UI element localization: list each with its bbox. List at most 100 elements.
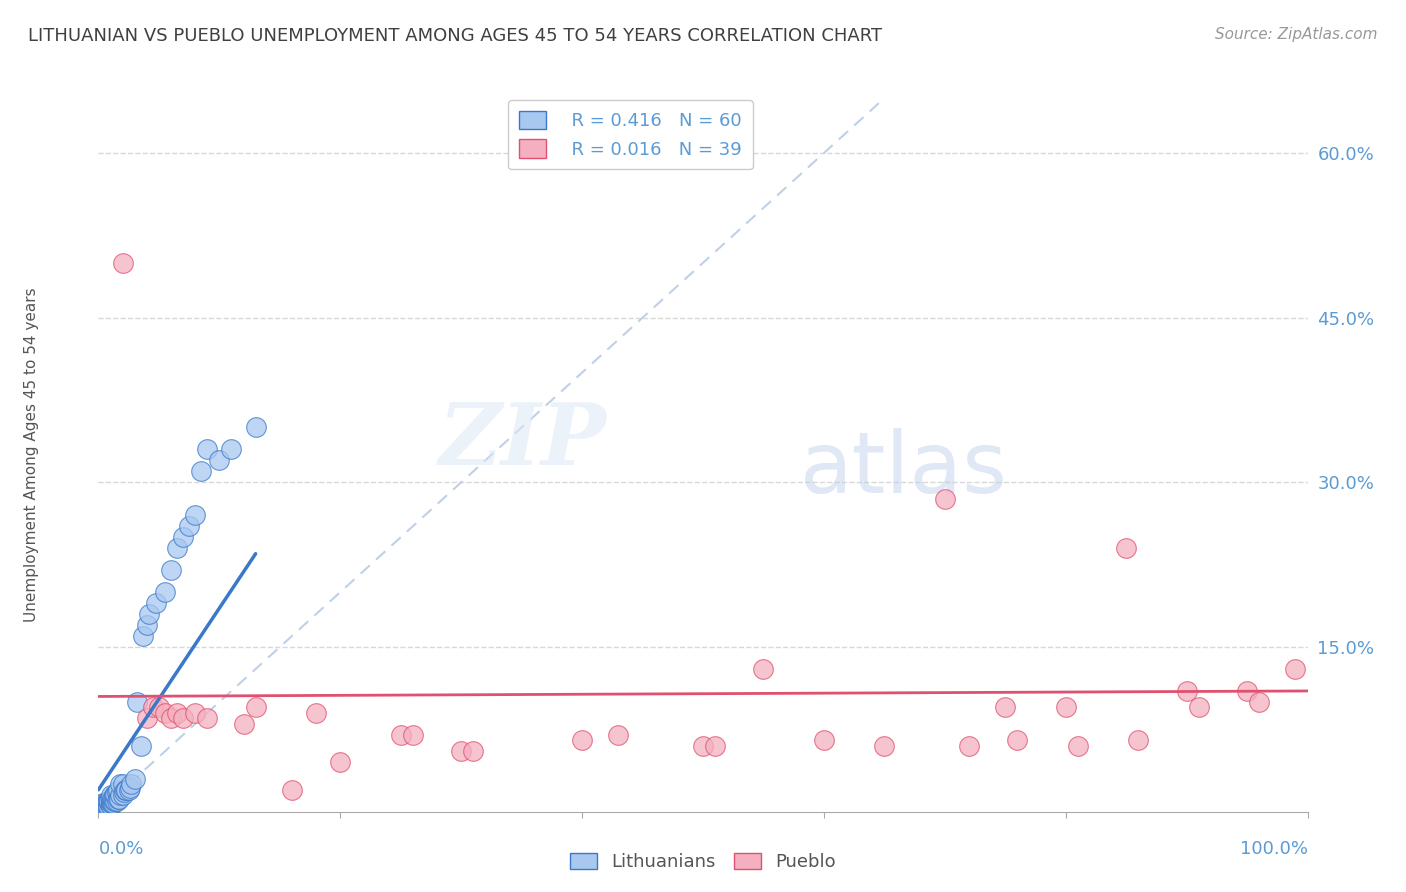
Point <box>100 796 122 810</box>
Point <box>813 733 835 747</box>
Point <box>160 711 183 725</box>
Point <box>172 711 194 725</box>
Point <box>118 780 141 795</box>
Point <box>245 700 267 714</box>
Point <box>100 796 122 810</box>
Point <box>692 739 714 753</box>
Point <box>138 607 160 621</box>
Point <box>100 799 122 814</box>
Point <box>153 585 176 599</box>
Point <box>129 739 152 753</box>
Point <box>135 618 157 632</box>
Point <box>100 791 122 805</box>
Point <box>91 796 114 810</box>
Point <box>111 789 134 803</box>
Point <box>329 756 352 770</box>
Text: 100.0%: 100.0% <box>1240 840 1308 858</box>
Text: Unemployment Among Ages 45 to 54 years: Unemployment Among Ages 45 to 54 years <box>24 287 39 623</box>
Point <box>1188 700 1211 714</box>
Point <box>148 700 170 714</box>
Point <box>98 794 121 808</box>
Text: LITHUANIAN VS PUEBLO UNEMPLOYMENT AMONG AGES 45 TO 54 YEARS CORRELATION CHART: LITHUANIAN VS PUEBLO UNEMPLOYMENT AMONG … <box>28 27 882 45</box>
Point <box>103 789 125 803</box>
Point <box>232 717 254 731</box>
Point <box>172 530 194 544</box>
Point <box>97 799 120 814</box>
Point <box>124 772 146 786</box>
Point <box>1115 541 1137 556</box>
Point <box>607 728 630 742</box>
Point <box>166 541 188 556</box>
Text: atlas: atlas <box>800 427 1008 511</box>
Point <box>108 777 131 791</box>
Point <box>100 794 122 808</box>
Point <box>94 799 117 814</box>
Point <box>98 796 121 810</box>
Point <box>107 791 129 805</box>
Text: 0.0%: 0.0% <box>98 840 143 858</box>
Point <box>90 799 112 814</box>
Text: Source: ZipAtlas.com: Source: ZipAtlas.com <box>1215 27 1378 42</box>
Point <box>111 256 134 270</box>
Point <box>305 706 328 720</box>
Point <box>957 739 980 753</box>
Point <box>93 796 115 810</box>
Point <box>221 442 243 457</box>
Point <box>94 796 117 810</box>
Point <box>104 789 127 803</box>
Point <box>112 785 135 799</box>
Point <box>752 662 775 676</box>
Point <box>184 706 207 720</box>
Point <box>934 491 956 506</box>
Point <box>994 700 1017 714</box>
Point <box>103 794 125 808</box>
Point <box>389 728 412 742</box>
Point <box>1236 684 1258 698</box>
Point <box>704 739 727 753</box>
Point <box>97 794 120 808</box>
Point <box>463 744 485 758</box>
Point <box>96 799 118 814</box>
Point <box>245 420 267 434</box>
Point <box>1284 662 1306 676</box>
Point <box>571 733 593 747</box>
Point <box>91 799 114 814</box>
Text: ZIP: ZIP <box>439 399 606 483</box>
Point <box>208 453 231 467</box>
Point <box>101 791 124 805</box>
Point <box>1175 684 1198 698</box>
Point <box>153 706 176 720</box>
Point <box>107 782 129 797</box>
Point <box>1249 695 1271 709</box>
Point <box>111 777 134 791</box>
Point <box>1054 700 1077 714</box>
Point <box>450 744 472 758</box>
Point <box>195 711 218 725</box>
Point <box>190 464 212 478</box>
Point <box>100 789 122 803</box>
Point <box>179 519 201 533</box>
Point <box>1067 739 1090 753</box>
Point <box>108 791 131 805</box>
Point <box>184 508 207 523</box>
Point <box>100 791 122 805</box>
Point <box>160 563 183 577</box>
Point <box>91 799 114 814</box>
Point <box>132 629 155 643</box>
Legend:   R = 0.416   N = 60,   R = 0.016   N = 39: R = 0.416 N = 60, R = 0.016 N = 39 <box>508 100 754 169</box>
Point <box>118 782 141 797</box>
Point <box>142 700 165 714</box>
Point <box>115 782 138 797</box>
Point <box>114 782 136 797</box>
Point <box>101 796 124 810</box>
Point <box>873 739 896 753</box>
Point <box>1007 733 1029 747</box>
Legend: Lithuanians, Pueblo: Lithuanians, Pueblo <box>562 846 844 879</box>
Point <box>104 794 127 808</box>
Point <box>1128 733 1150 747</box>
Point <box>105 785 128 799</box>
Point <box>145 596 167 610</box>
Point <box>402 728 425 742</box>
Point <box>93 799 115 814</box>
Point <box>108 789 131 803</box>
